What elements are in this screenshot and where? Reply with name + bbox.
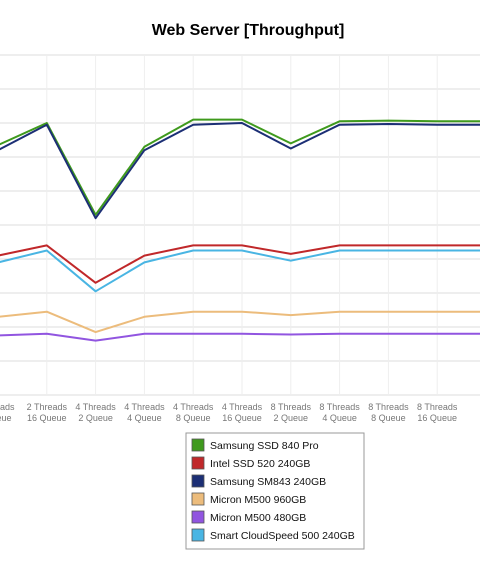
x-tick-label: 4 Threads 16 Queue (222, 402, 263, 423)
x-tick-label: 4 Threads 4 Queue (124, 402, 165, 423)
x-tick-label-line: 8 Threads (368, 402, 409, 412)
series-line (0, 118, 480, 216)
x-tick-label-line: 16 Queue (27, 413, 67, 423)
x-tick-label-line: 8 Queue (176, 413, 211, 423)
legend: Samsung SSD 840 Pro Intel SSD 520 240GB Sa… (185, 432, 365, 550)
x-tick-label-line: Threads (0, 402, 15, 412)
legend-entry-label: Micron M500 480GB (210, 512, 306, 524)
legend-entry-label: Micron M500 960GB (210, 494, 306, 506)
x-tick-label-line: 8 Queue (371, 413, 406, 423)
x-tick-label-line: 4 Threads (124, 402, 165, 412)
x-tick-label: 2 Threads 16 Queue (27, 402, 68, 423)
legend-swatch (191, 438, 205, 452)
x-tick-label-line: 4 Threads (75, 402, 116, 412)
legend-swatch (191, 456, 205, 470)
legend-swatch (191, 528, 205, 542)
x-tick-label-line: 8 Threads (271, 402, 312, 412)
x-tick-label: 8 Threads 8 Queue (368, 402, 409, 423)
legend-swatch (191, 510, 205, 524)
x-tick-label-line: 4 Threads (222, 402, 263, 412)
chart-title: Web Server [Throughput] (152, 22, 345, 39)
x-tick-label-line: 2 Queue (78, 413, 113, 423)
legend-entry-label: Intel SSD 520 240GB (210, 458, 310, 470)
legend-entry-label: Samsung SSD 840 Pro (210, 440, 319, 452)
legend-entry-label: Samsung SM843 240GB (210, 476, 326, 488)
series-lines (0, 118, 480, 342)
x-tick-label-line: 4 Queue (322, 413, 357, 423)
x-tick-label-line: 4 Threads (173, 402, 214, 412)
legend-entry-label: Smart CloudSpeed 500 240GB (210, 530, 355, 542)
series-line (0, 310, 480, 334)
x-tick-label: 8 Threads 2 Queue (271, 402, 312, 423)
x-tick-label-line: 2 Threads (27, 402, 68, 412)
x-tick-label: 4 Threads 8 Queue (173, 402, 214, 423)
series-line (0, 122, 480, 220)
gridlines (0, 54, 480, 396)
legend-box (185, 432, 365, 550)
x-tick-label-line: 4 Queue (127, 413, 162, 423)
x-tick-label-line: 16 Queue (417, 413, 457, 423)
x-tick-label-line: Queue (0, 413, 12, 423)
x-tick-label: 4 Threads 2 Queue (75, 402, 116, 423)
series-line (0, 249, 480, 293)
x-tick-label-line: 16 Queue (222, 413, 262, 423)
series-line (0, 332, 480, 342)
x-tick-label: 8 Threads 4 Queue (319, 402, 360, 423)
legend-swatch (191, 492, 205, 506)
x-tick-label-line: 8 Threads (319, 402, 360, 412)
legend-swatch (191, 474, 205, 488)
x-tick-label: 8 Threads 16 Queue (417, 402, 458, 423)
x-tick-label: ThreadsQueue (0, 402, 15, 423)
series-line (0, 244, 480, 284)
x-tick-label-line: 8 Threads (417, 402, 458, 412)
x-tick-label-line: 2 Queue (274, 413, 309, 423)
